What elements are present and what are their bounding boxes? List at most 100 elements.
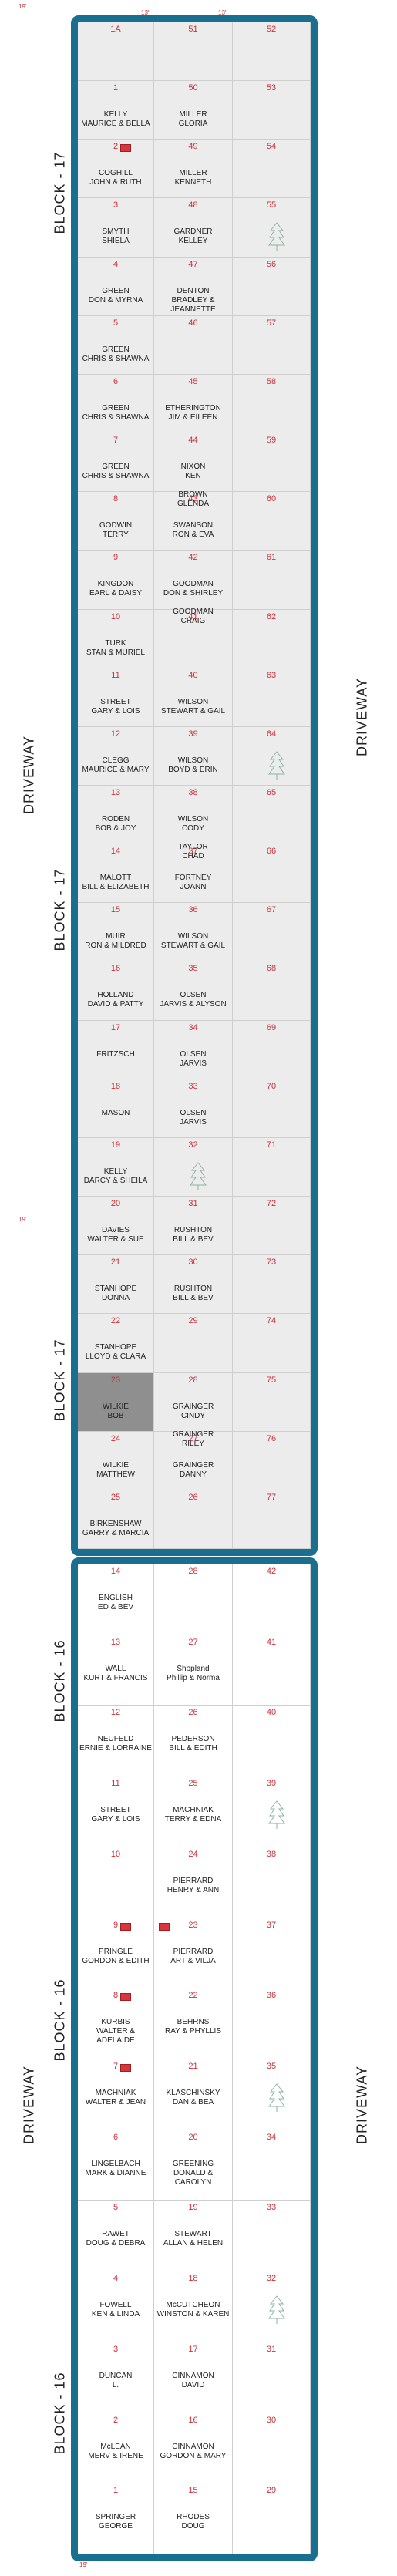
- plot-32[interactable]: 32: [233, 2271, 311, 2342]
- plot-7[interactable]: 7 GREEN CHRIS & SHAWNA: [78, 433, 154, 493]
- plot-72[interactable]: 72: [233, 1197, 311, 1256]
- plot-41[interactable]: 41: [233, 1635, 311, 1706]
- plot-43[interactable]: 43 SWANSON RON & EVA: [154, 492, 233, 551]
- plot-22[interactable]: 22 BEHRNS RAY & PHYLLIS: [154, 1988, 233, 2059]
- plot-29[interactable]: 29: [233, 2483, 311, 2554]
- plot-4[interactable]: 4 GREEN DON & MYRNA: [78, 257, 154, 316]
- plot-70[interactable]: 70: [233, 1079, 311, 1138]
- plot-28[interactable]: 28 GRAINGER CINDY GRAINGER RILEY: [154, 1372, 233, 1448]
- plot-38[interactable]: 38: [233, 1847, 311, 1918]
- plot-63[interactable]: 63: [233, 668, 311, 727]
- plot-24[interactable]: 24 WILKIE MATTHEW: [78, 1431, 154, 1490]
- plot-14[interactable]: 14 ENGLISH ED & BEV: [78, 1564, 154, 1635]
- plot-16[interactable]: 16 HOLLAND DAVID & PATTY: [78, 961, 154, 1021]
- plot-40[interactable]: 40: [233, 1706, 311, 1777]
- plot-37[interactable]: 37: [233, 1918, 311, 1989]
- plot-26[interactable]: 26: [154, 1490, 233, 1549]
- plot-2[interactable]: 2 McLEAN MERV & IRENE: [78, 2413, 154, 2484]
- plot-26[interactable]: 26 PEDERSON BILL & EDITH: [154, 1706, 233, 1777]
- plot-20[interactable]: 20 GREENING DONALD & CAROLYN: [154, 2130, 233, 2201]
- plot-62[interactable]: 62: [233, 609, 311, 668]
- plot-74[interactable]: 74: [233, 1314, 311, 1373]
- plot-32[interactable]: 32: [154, 1137, 233, 1197]
- plot-20[interactable]: 20 DAVIES WALTER & SUE: [78, 1197, 154, 1256]
- plot-76[interactable]: 76: [233, 1431, 311, 1490]
- plot-23[interactable]: 23 PIERRARD ART & VILJA: [154, 1918, 233, 1989]
- plot-45[interactable]: 45 ETHERINGTON JIM & EILEEN: [154, 374, 233, 434]
- plot-4[interactable]: 4 FOWELL KEN & LINDA: [78, 2271, 154, 2342]
- plot-31[interactable]: 31 RUSHTON BILL & BEV: [154, 1197, 233, 1256]
- plot-57[interactable]: 57: [233, 315, 311, 375]
- plot-38[interactable]: 38 WILSON CODY TAYLOR CHAD: [154, 786, 233, 860]
- plot-1[interactable]: 1 SPRINGER GEORGE: [78, 2483, 154, 2554]
- plot-68[interactable]: 68: [233, 961, 311, 1021]
- plot-1[interactable]: 1 KELLY MAURICE & BELLA: [78, 81, 154, 140]
- plot-61[interactable]: 61: [233, 551, 311, 610]
- plot-77[interactable]: 77: [233, 1490, 311, 1549]
- plot-12[interactable]: 12 CLEGG MAURICE & MARY: [78, 726, 154, 786]
- plot-71[interactable]: 71: [233, 1137, 311, 1197]
- plot-9[interactable]: 9 PRINGLE GORDON & EDITH: [78, 1918, 154, 1989]
- plot-17[interactable]: 17 CINNAMON DAVID: [154, 2342, 233, 2413]
- plot-67[interactable]: 67: [233, 903, 311, 962]
- plot-31[interactable]: 31: [233, 2342, 311, 2413]
- plot-15[interactable]: 15 RHODES DOUG: [154, 2483, 233, 2554]
- plot-51[interactable]: 51: [154, 22, 233, 82]
- plot-11[interactable]: 11 STREET GARY & LOIS: [78, 1776, 154, 1847]
- plot-25[interactable]: 25 BIRKENSHAW GARRY & MARCIA: [78, 1490, 154, 1549]
- plot-13[interactable]: 13 RODEN BOB & JOY: [78, 786, 154, 845]
- plot-3[interactable]: 3 SMYTH SHIELA: [78, 198, 154, 258]
- plot-5[interactable]: 5 RAWET DOUG & DEBRA: [78, 2201, 154, 2272]
- plot-21[interactable]: 21 KLASCHINSKY DAN & BEA: [154, 2059, 233, 2130]
- plot-59[interactable]: 59: [233, 433, 311, 493]
- plot-36[interactable]: 36 WILSON STEWART & GAIL: [154, 903, 233, 962]
- plot-18[interactable]: 18 McCUTCHEON WINSTON & KAREN: [154, 2271, 233, 2342]
- plot-33[interactable]: 33 OLSEN JARVIS: [154, 1079, 233, 1138]
- plot-48[interactable]: 48 GARDNER KELLEY: [154, 198, 233, 258]
- plot-10[interactable]: 10: [78, 1847, 154, 1918]
- plot-66[interactable]: 66: [233, 844, 311, 904]
- plot-40[interactable]: 40 WILSON STEWART & GAIL: [154, 668, 233, 727]
- plot-6[interactable]: 6 GREEN CHRIS & SHAWNA: [78, 374, 154, 434]
- plot-30[interactable]: 30 RUSHTON BILL & BEV: [154, 1255, 233, 1315]
- plot-13[interactable]: 13 WALL KURT & FRANCIS: [78, 1635, 154, 1706]
- plot-42[interactable]: 42: [233, 1564, 311, 1635]
- plot-11[interactable]: 11 STREET GARY & LOIS: [78, 668, 154, 727]
- plot-25[interactable]: 25 MACHNIAK TERRY & EDNA: [154, 1776, 233, 1847]
- plot-35[interactable]: 35: [233, 2059, 311, 2130]
- plot-39[interactable]: 39 WILSON BOYD & ERIN: [154, 726, 233, 786]
- plot-75[interactable]: 75: [233, 1372, 311, 1432]
- plot-16[interactable]: 16 CINNAMON GORDON & MARY: [154, 2413, 233, 2484]
- plot-34[interactable]: 34 OLSEN JARVIS: [154, 1020, 233, 1079]
- plot-35[interactable]: 35 OLSEN JARVIS & ALYSON: [154, 961, 233, 1021]
- plot-55[interactable]: 55: [233, 198, 311, 258]
- plot-10[interactable]: 10 TURK STAN & MURIEL: [78, 609, 154, 668]
- plot-29[interactable]: 29: [154, 1314, 233, 1373]
- plot-3[interactable]: 3 DUNCAN L.: [78, 2342, 154, 2413]
- plot-65[interactable]: 65: [233, 786, 311, 845]
- plot-44[interactable]: 44 NIXON KEN BROWN GLENDA: [154, 433, 233, 508]
- plot-30[interactable]: 30: [233, 2413, 311, 2484]
- plot-33[interactable]: 33: [233, 2201, 311, 2272]
- plot-18[interactable]: 18 MASON: [78, 1079, 154, 1138]
- plot-56[interactable]: 56: [233, 257, 311, 316]
- plot-23[interactable]: 23 WILKIE BOB: [78, 1372, 154, 1432]
- plot-39[interactable]: 39: [233, 1776, 311, 1847]
- plot-1A[interactable]: 1A: [78, 22, 154, 82]
- plot-53[interactable]: 53: [233, 81, 311, 140]
- plot-14[interactable]: 14 MALOTT BILL & ELIZABETH: [78, 844, 154, 904]
- plot-27[interactable]: 27 GRAINGER DANNY: [154, 1431, 233, 1490]
- plot-19[interactable]: 19 KELLY DARCY & SHEILA: [78, 1137, 154, 1197]
- plot-7[interactable]: 7 MACHNIAK WALTER & JEAN: [78, 2059, 154, 2130]
- plot-17[interactable]: 17 FRITZSCH: [78, 1020, 154, 1079]
- plot-2[interactable]: 2 COGHILL JOHN & RUTH: [78, 140, 154, 199]
- plot-28[interactable]: 28: [154, 1564, 233, 1635]
- plot-60[interactable]: 60: [233, 492, 311, 551]
- plot-41[interactable]: 41: [154, 609, 233, 668]
- plot-47[interactable]: 47 DENTON BRADLEY & JEANNETTE: [154, 257, 233, 316]
- plot-52[interactable]: 52: [233, 22, 311, 82]
- plot-49[interactable]: 49 MILLER KENNETH: [154, 140, 233, 199]
- plot-8[interactable]: 8 GODWIN TERRY: [78, 492, 154, 551]
- plot-19[interactable]: 19 STEWART ALLAN & HELEN: [154, 2201, 233, 2272]
- plot-27[interactable]: 27 Shopland Phillip & Norma: [154, 1635, 233, 1706]
